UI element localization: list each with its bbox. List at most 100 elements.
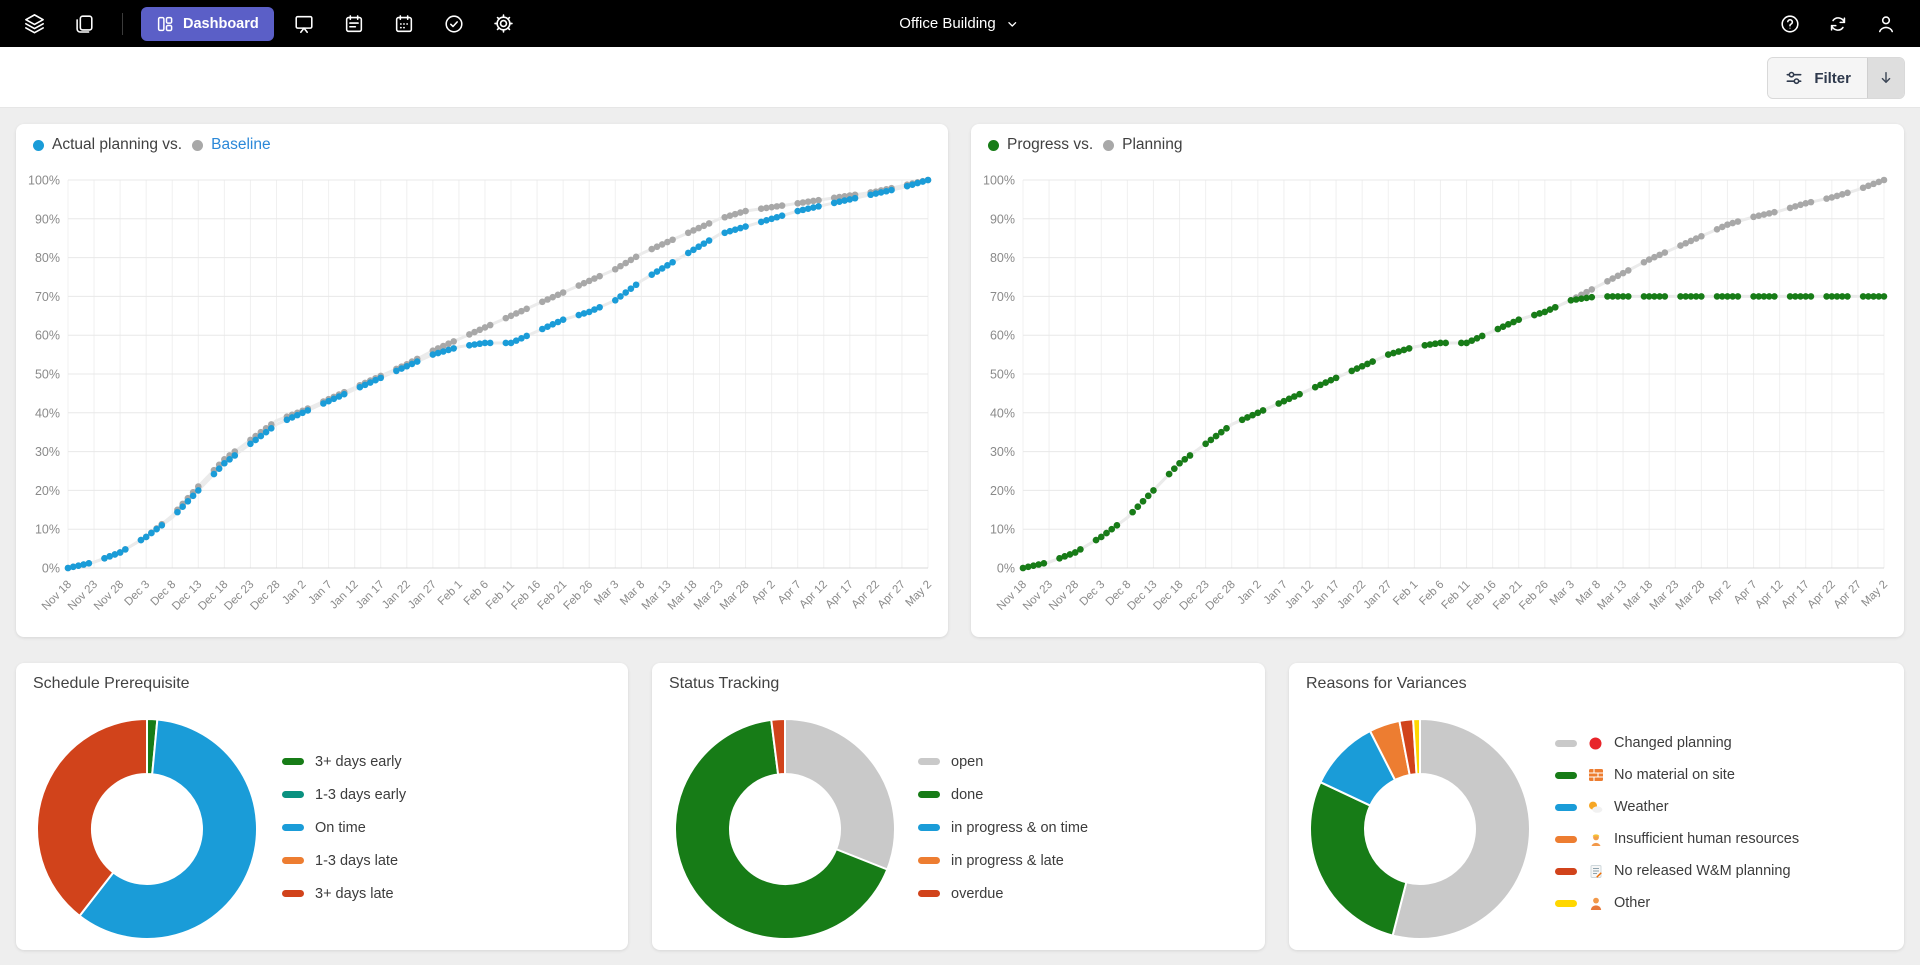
- sync-button[interactable]: [1818, 5, 1858, 43]
- svg-text:40%: 40%: [35, 406, 60, 420]
- svg-text:Apr 22: Apr 22: [850, 579, 882, 611]
- donut-slice-open[interactable]: [784, 718, 896, 871]
- legend-item[interactable]: 3+ days early: [282, 745, 406, 778]
- svg-text:Jan 2: Jan 2: [280, 579, 308, 607]
- reasons-for-variances-donut[interactable]: [1299, 709, 1541, 941]
- legend-item[interactable]: Insufficient human resources: [1555, 823, 1799, 855]
- gridlines: [1022, 179, 1885, 568]
- series-actual-planning: [64, 176, 932, 572]
- svg-text:Feb 1: Feb 1: [436, 579, 465, 608]
- memo-icon: [1588, 864, 1603, 878]
- legend-item[interactable]: Planning: [1103, 136, 1182, 154]
- presentation-board-icon: [295, 15, 313, 33]
- card-title: Reasons for Variances: [1306, 675, 1467, 692]
- navbar-divider: [122, 12, 123, 35]
- calendar-button[interactable]: [384, 5, 424, 43]
- svg-text:Nov 28: Nov 28: [92, 579, 126, 613]
- projects-button[interactable]: [64, 5, 104, 43]
- help-button[interactable]: [1770, 5, 1810, 43]
- progress-vs-planning-chart[interactable]: 0% 10% 20% 30% 40% 50% 60% 70% 80% 90% 100% Nov 18N…: [971, 124, 1904, 637]
- filter-button[interactable]: Filter: [1768, 58, 1868, 98]
- svg-text:Dec 3: Dec 3: [123, 579, 153, 609]
- status-tracking-card: Status Tracking open done in progress & on…: [652, 663, 1265, 950]
- planning-vs-baseline-chart[interactable]: 0% 10% 20% 30% 40% 50% 60% 70% 80% 90% 100% Nov 18N…: [16, 124, 948, 637]
- filter-label: Filter: [1814, 69, 1851, 87]
- project-selector-label: Office Building: [899, 15, 996, 32]
- account-button[interactable]: [1866, 5, 1906, 43]
- settings-button[interactable]: [484, 5, 524, 43]
- board-button[interactable]: [284, 5, 324, 43]
- project-selector[interactable]: Office Building: [899, 0, 1020, 47]
- legend-item[interactable]: open: [918, 745, 1088, 778]
- legend-label: Insufficient human resources: [1614, 831, 1800, 847]
- filter-download-button[interactable]: [1868, 58, 1904, 98]
- legend-item[interactable]: in progress & late: [918, 844, 1088, 877]
- svg-text:Apr 2: Apr 2: [1706, 579, 1734, 607]
- layers-button[interactable]: [14, 5, 54, 43]
- schedule-prerequisite-donut[interactable]: [26, 709, 268, 941]
- svg-text:Apr 27: Apr 27: [876, 579, 908, 611]
- svg-text:Jan 2: Jan 2: [1236, 579, 1264, 607]
- svg-text:100%: 100%: [28, 174, 60, 188]
- svg-text:Mar 28: Mar 28: [1674, 579, 1708, 613]
- tasks-button[interactable]: [434, 5, 474, 43]
- layers-icon: [24, 14, 44, 34]
- svg-text:Apr 27: Apr 27: [1832, 579, 1864, 611]
- red-circle-icon: [1588, 737, 1603, 750]
- svg-text:50%: 50%: [35, 368, 60, 382]
- legend-item[interactable]: Actual planning vs.: [33, 136, 182, 154]
- svg-text:60%: 60%: [35, 329, 60, 343]
- status-tracking-donut[interactable]: [664, 709, 906, 941]
- legend-swatch: [918, 824, 940, 831]
- card-title: Schedule Prerequisite: [33, 675, 190, 692]
- dashboard-button[interactable]: Dashboard: [141, 6, 274, 41]
- reasons-for-variances-card: Reasons for Variances Changed planning No…: [1289, 663, 1904, 950]
- series-connector: [1022, 294, 1884, 570]
- legend-item[interactable]: No released W&M planning: [1555, 855, 1799, 887]
- refresh-icon: [1830, 16, 1846, 31]
- legend-item[interactable]: in progress & on time: [918, 811, 1088, 844]
- legend-item[interactable]: Baseline: [192, 136, 271, 154]
- legend-item[interactable]: done: [918, 778, 1088, 811]
- donut-slice-changed-planning[interactable]: [1391, 718, 1531, 940]
- legend-item[interactable]: Progress vs.: [988, 136, 1093, 154]
- svg-text:10%: 10%: [35, 523, 60, 537]
- legend-label: 1-3 days early: [315, 786, 407, 803]
- donut-slice-other[interactable]: [1412, 718, 1421, 776]
- svg-text:20%: 20%: [35, 484, 60, 498]
- svg-text:Jan 22: Jan 22: [1335, 579, 1368, 612]
- legend-item[interactable]: 3+ days late: [282, 877, 406, 910]
- svg-text:80%: 80%: [35, 251, 60, 265]
- donut-slice-on-time[interactable]: [78, 718, 258, 940]
- legend-item[interactable]: 1-3 days late: [282, 844, 406, 877]
- legend-dot: [988, 139, 999, 151]
- legend-label: No released W&M planning: [1614, 863, 1791, 879]
- legend-dot: [33, 139, 44, 151]
- legend-item[interactable]: No material on site: [1555, 759, 1799, 791]
- legend-label: in progress & late: [951, 852, 1064, 869]
- legend-item[interactable]: 1-3 days early: [282, 778, 406, 811]
- legend-label: 3+ days early: [315, 753, 402, 770]
- donut-slice-done[interactable]: [674, 718, 889, 940]
- schedule-button[interactable]: [334, 5, 374, 43]
- legend-item[interactable]: overdue: [918, 877, 1088, 910]
- svg-text:60%: 60%: [990, 329, 1015, 343]
- legend-swatch: [1555, 835, 1577, 843]
- svg-text:20%: 20%: [990, 484, 1015, 498]
- legend-item[interactable]: On time: [282, 811, 406, 844]
- legend-label: in progress & on time: [951, 819, 1089, 836]
- donut-slice-no-material-on-site[interactable]: [1309, 781, 1408, 937]
- donut-slice-overdue[interactable]: [770, 718, 786, 776]
- legend-item[interactable]: Changed planning: [1555, 727, 1799, 759]
- legend-item[interactable]: Other: [1555, 887, 1799, 919]
- check-circle-icon: [445, 14, 463, 33]
- svg-text:Dec 28: Dec 28: [1204, 579, 1238, 613]
- legend-label: On time: [315, 819, 366, 836]
- svg-text:90%: 90%: [990, 212, 1015, 226]
- svg-text:Jan 17: Jan 17: [354, 579, 387, 612]
- donut-slice-3-days-late[interactable]: [36, 718, 148, 917]
- person-icon: [1878, 15, 1894, 32]
- planning-vs-baseline-card: Actual planning vs. Baseline 0% 10% 20% 30% 4…: [16, 124, 948, 637]
- legend-item[interactable]: Weather: [1555, 791, 1799, 823]
- svg-text:Feb 26: Feb 26: [1517, 579, 1551, 613]
